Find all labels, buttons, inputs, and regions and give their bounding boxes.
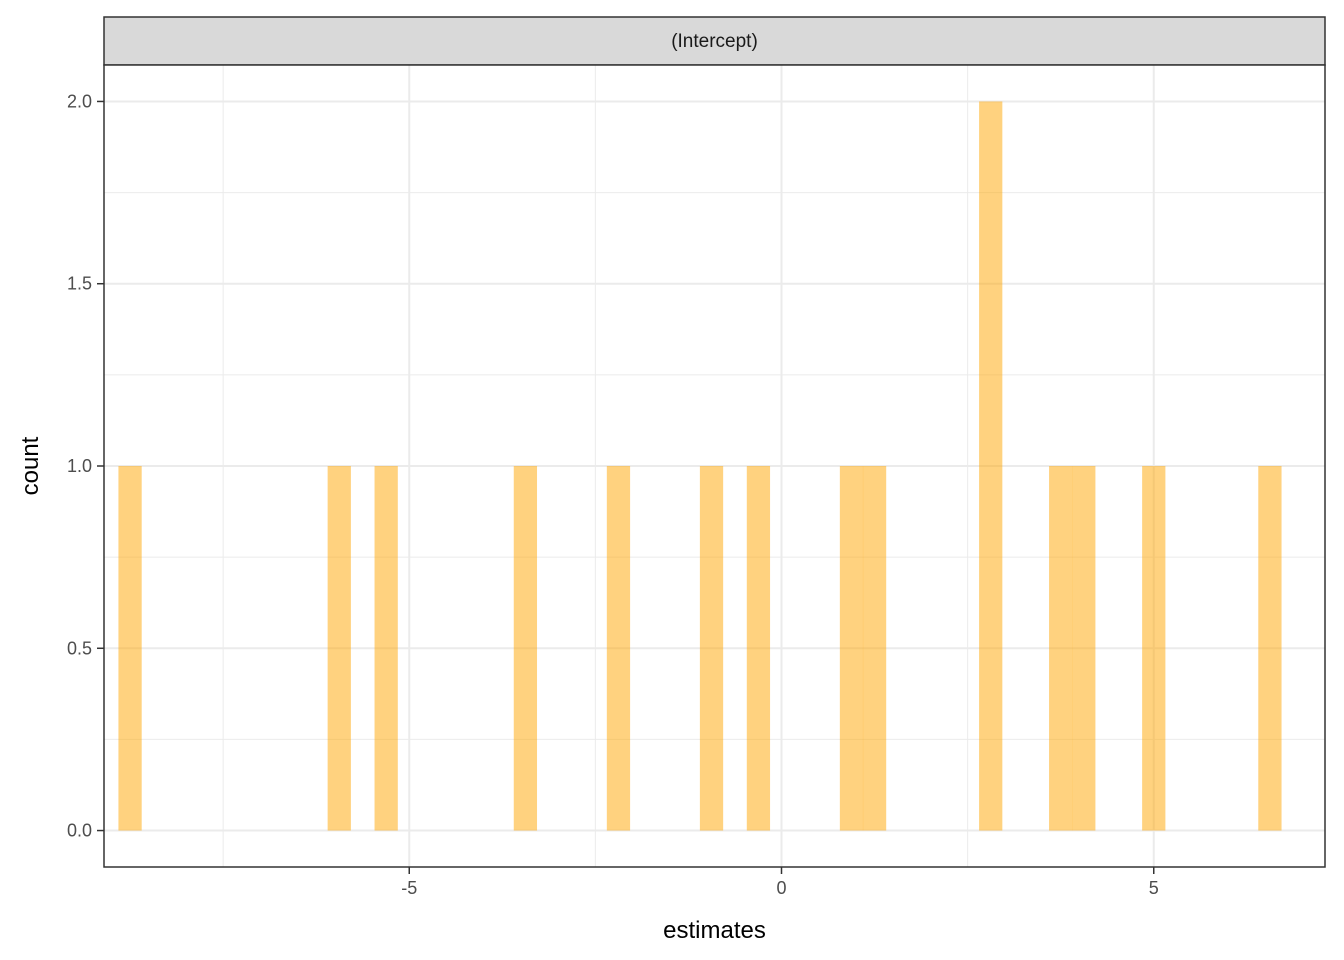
y-tick-label: 1.5 xyxy=(67,274,92,294)
y-tick-label: 0.5 xyxy=(67,638,92,658)
facet-strip-label: (Intercept) xyxy=(671,31,758,52)
histogram-bar xyxy=(839,466,864,831)
x-tick-label: 5 xyxy=(1149,878,1159,898)
histogram-bar xyxy=(513,466,538,831)
histogram-bar xyxy=(746,466,771,831)
y-axis: 0.0 0.5 1.0 1.5 2.0 xyxy=(67,91,104,841)
facet-strip xyxy=(103,16,1326,66)
x-axis-title: estimates xyxy=(663,917,766,944)
y-tick-label: 1.0 xyxy=(67,456,92,476)
histogram-bar xyxy=(374,466,398,831)
histogram-bar xyxy=(862,466,887,831)
histogram-bar xyxy=(1142,466,1166,831)
histogram-bar xyxy=(606,466,631,831)
histogram-bar xyxy=(699,466,724,831)
histogram-bar xyxy=(1072,466,1096,831)
x-tick-label: 0 xyxy=(776,878,786,898)
y-axis-title: count xyxy=(17,436,44,495)
histogram-bar xyxy=(327,466,351,831)
histogram-bar xyxy=(1258,466,1282,831)
x-tick-label: -5 xyxy=(401,878,417,898)
histogram-bars xyxy=(118,101,1282,831)
y-tick-label: 0.0 xyxy=(67,821,92,841)
histogram-bar xyxy=(979,101,1003,831)
x-axis: -5 0 5 xyxy=(401,867,1159,898)
histogram-bar xyxy=(118,466,142,831)
histogram-bar xyxy=(1049,466,1073,831)
y-tick-label: 2.0 xyxy=(67,91,92,111)
